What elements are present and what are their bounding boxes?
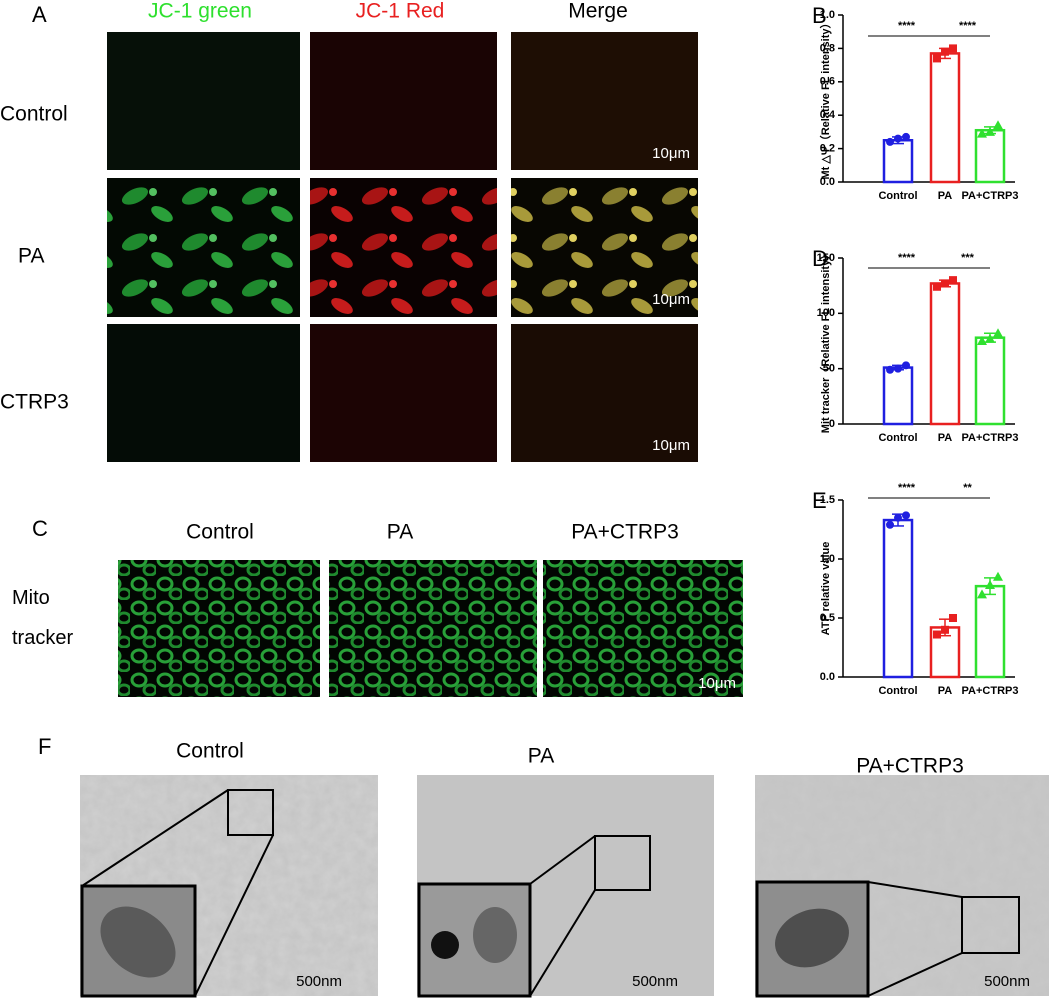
data-point xyxy=(993,328,1003,338)
column-header: PA xyxy=(387,521,413,544)
row-label: Mito tracker xyxy=(12,587,74,649)
x-tick-label: PA+CTRP3 xyxy=(962,190,1019,202)
y-tick-label: 0.0 xyxy=(820,176,835,188)
y-axis-label: Mit tracker（Relative FL intensity） xyxy=(819,249,832,433)
bar xyxy=(974,584,1006,679)
data-point xyxy=(941,47,949,56)
y-tick-label: 1.0 xyxy=(820,553,835,565)
scale-bar-label: 10μm xyxy=(652,145,690,162)
data-point xyxy=(993,571,1003,581)
panel-f-images xyxy=(80,775,1049,998)
data-point xyxy=(985,579,995,589)
data-point xyxy=(902,132,910,141)
data-point xyxy=(886,137,894,146)
panel-letter: F xyxy=(38,734,51,759)
column-header: Control xyxy=(186,521,254,544)
y-axis-label: ATP relative value xyxy=(820,542,832,636)
bar xyxy=(882,139,914,184)
scale-bar-label: 500nm xyxy=(296,973,342,990)
x-tick-label: PA xyxy=(938,685,953,697)
panel-letter: B xyxy=(812,3,827,28)
data-point xyxy=(977,336,987,345)
significance-label: *** xyxy=(961,252,975,264)
panel-letter: C xyxy=(32,516,48,541)
row-label: CTRP3 xyxy=(0,391,69,414)
panel-letter: E xyxy=(812,488,827,513)
data-point xyxy=(941,625,949,634)
column-header: PA+CTRP3 xyxy=(856,755,964,778)
row-label: PA xyxy=(18,245,44,268)
data-point xyxy=(949,614,957,622)
data-point xyxy=(941,279,949,288)
data-point xyxy=(894,134,902,143)
panel-letter: D xyxy=(812,246,828,271)
x-tick-label: Control xyxy=(878,190,917,202)
data-point xyxy=(993,120,1003,130)
column-header: Control xyxy=(176,740,244,763)
significance-label: **** xyxy=(898,252,916,264)
x-tick-label: PA xyxy=(938,190,953,202)
scale-bar-label: 10μm xyxy=(652,291,690,308)
y-axis-label: Mt △Ψ（Relative FL intensity） xyxy=(819,17,832,179)
y-tick-label: 0.4 xyxy=(820,109,836,121)
significance-label: **** xyxy=(898,482,916,494)
significance-label: ** xyxy=(963,482,972,494)
y-tick-label: 0.6 xyxy=(820,76,835,88)
y-tick-label: 0 xyxy=(829,418,835,430)
significance-label: **** xyxy=(898,20,916,32)
data-point xyxy=(894,513,902,522)
data-point xyxy=(933,282,941,291)
data-point xyxy=(977,589,987,599)
data-point xyxy=(949,276,957,285)
y-tick-label: 150 xyxy=(817,252,835,264)
panel-a-images xyxy=(107,32,698,462)
data-point xyxy=(985,333,995,343)
significance-label: **** xyxy=(959,20,977,32)
x-tick-label: Control xyxy=(878,685,917,697)
column-header: PA xyxy=(528,745,554,768)
column-header: JC-1 green xyxy=(148,0,252,23)
row-label: Control xyxy=(0,103,68,126)
data-point xyxy=(886,520,894,529)
x-tick-label: PA+CTRP3 xyxy=(962,432,1019,444)
bar xyxy=(882,518,914,679)
column-header: Merge xyxy=(568,0,628,23)
data-point xyxy=(949,44,957,53)
data-point xyxy=(933,630,941,639)
y-tick-label: 0.2 xyxy=(820,143,835,155)
panel-c-images xyxy=(118,560,743,697)
y-tick-label: 1.0 xyxy=(820,9,835,21)
y-tick-label: 0.0 xyxy=(820,671,835,683)
scale-bar-label: 500nm xyxy=(984,973,1030,990)
x-tick-label: PA xyxy=(938,432,953,444)
data-point xyxy=(894,364,902,373)
column-header: JC-1 Red xyxy=(356,0,445,23)
y-tick-label: 50 xyxy=(823,363,835,375)
data-point xyxy=(902,511,910,520)
y-tick-label: 0.5 xyxy=(820,612,835,624)
bar xyxy=(974,128,1006,184)
x-tick-label: PA+CTRP3 xyxy=(962,685,1019,697)
x-tick-label: Control xyxy=(878,432,917,444)
y-tick-label: 100 xyxy=(817,307,835,319)
bar xyxy=(929,52,961,184)
scale-bar-label: 500nm xyxy=(632,973,678,990)
scale-bar-label: 10μm xyxy=(698,675,736,692)
bar xyxy=(974,336,1006,426)
data-point xyxy=(902,361,910,370)
y-tick-label: 1.5 xyxy=(820,494,835,506)
y-tick-label: 0.8 xyxy=(820,42,835,54)
scale-bar-label: 10μm xyxy=(652,437,690,454)
panel-letter: A xyxy=(32,2,47,27)
bar xyxy=(882,366,914,426)
data-point xyxy=(933,54,941,63)
data-point xyxy=(985,126,995,136)
data-point xyxy=(977,128,987,138)
data-point xyxy=(886,365,894,374)
bar xyxy=(929,282,961,426)
column-header: PA+CTRP3 xyxy=(571,521,679,544)
